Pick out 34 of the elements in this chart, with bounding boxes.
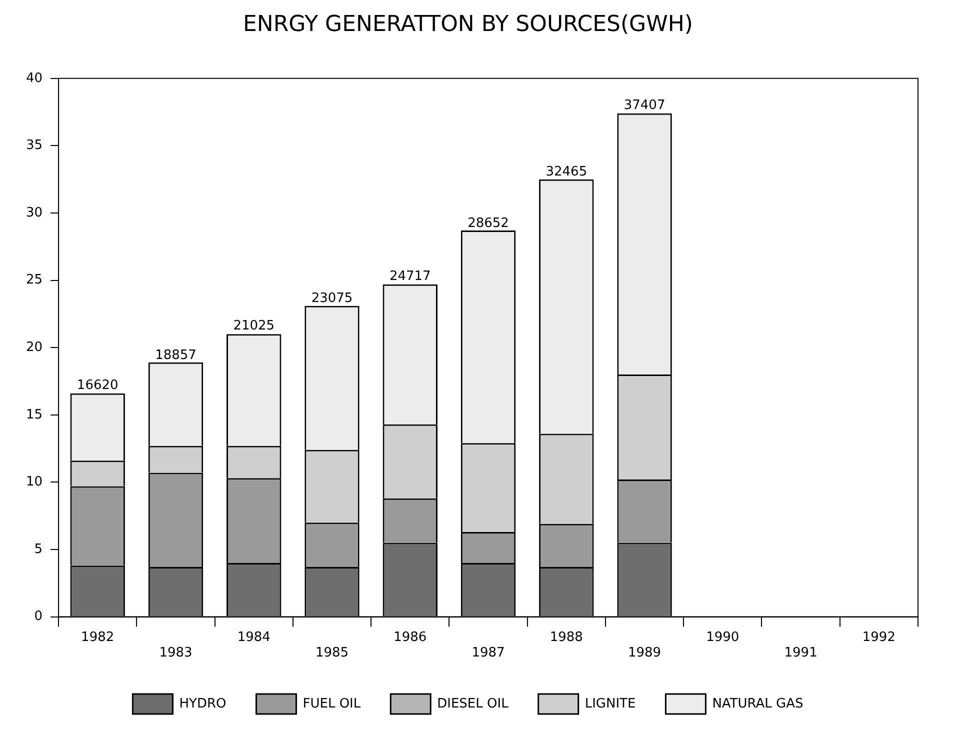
x-tick-label: 1983 [159,646,192,661]
annotation: 32465 [546,164,588,180]
y-tick-label: 25 [26,272,43,288]
annotation: 37407 [624,98,666,114]
annotation: 21025 [233,318,275,334]
x-tick-label: 1982 [81,630,114,645]
x-tick-label: 1990 [706,630,740,645]
chart-title: ENRGY GENERATTON BY SOURCES(GWH) [243,12,693,37]
legend-label: LIGNITE [584,696,636,712]
y-tick-label: 35 [26,138,43,154]
annotation: 18857 [155,348,196,363]
y-tick-label: 40 [26,70,43,86]
x-tick-label: 1984 [237,630,270,645]
annotation: 23075 [311,291,353,306]
annotation: 28652 [468,216,509,232]
annotation: 24717 [389,268,431,284]
y-tick-label: 20 [26,340,43,355]
legend-label: NATURAL GAS [712,696,804,712]
x-tick-label: 1991 [784,646,818,661]
y-tick-label: 5 [34,542,43,557]
x-tick-label: 1987 [472,646,505,661]
legend-label: FUEL OIL [302,696,362,712]
legend-label: HYDRO [179,696,226,712]
y-tick-label: 0 [34,609,43,624]
legend-label: DIESEL OIL [437,696,510,712]
x-tick-label: 1989 [628,646,662,661]
x-tick-label: 1985 [315,646,349,661]
annotation: 16620 [76,378,118,393]
x-tick-label: 1988 [550,630,583,645]
y-tick-label: 10 [26,474,43,490]
y-tick-label: 15 [26,407,43,422]
x-tick-label: 1986 [394,630,427,645]
y-tick-label: 30 [26,205,43,220]
x-tick-label: 1992 [862,630,896,645]
